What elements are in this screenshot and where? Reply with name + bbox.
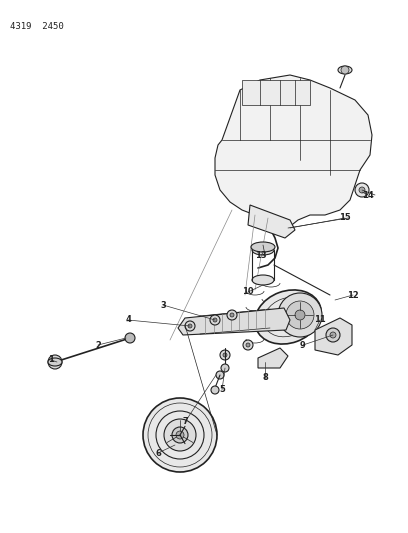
Circle shape (172, 427, 188, 443)
Polygon shape (178, 308, 290, 335)
Ellipse shape (252, 245, 274, 255)
Circle shape (216, 371, 224, 379)
Circle shape (230, 313, 234, 317)
Circle shape (286, 301, 314, 329)
Circle shape (211, 386, 219, 394)
Circle shape (164, 419, 196, 451)
Text: 4: 4 (125, 316, 131, 325)
Circle shape (227, 310, 237, 320)
Circle shape (125, 333, 135, 343)
Text: 6: 6 (155, 448, 161, 457)
Text: 12: 12 (347, 290, 359, 300)
Circle shape (330, 332, 336, 338)
Text: 9: 9 (300, 341, 306, 350)
Circle shape (223, 353, 227, 357)
Circle shape (48, 355, 62, 369)
Ellipse shape (255, 290, 321, 344)
Text: 14: 14 (362, 190, 374, 199)
Circle shape (185, 321, 195, 331)
Polygon shape (215, 75, 372, 228)
Text: 1: 1 (48, 356, 54, 365)
Ellipse shape (48, 358, 62, 366)
Text: 4319  2450: 4319 2450 (10, 22, 64, 31)
Text: 3: 3 (160, 301, 166, 310)
Circle shape (188, 324, 192, 328)
Text: 5: 5 (219, 385, 225, 394)
Circle shape (143, 398, 217, 472)
Text: 10: 10 (242, 287, 254, 296)
Circle shape (359, 187, 365, 193)
Circle shape (213, 318, 217, 322)
Text: 11: 11 (314, 316, 326, 325)
Text: 8: 8 (262, 374, 268, 383)
Polygon shape (248, 205, 295, 238)
Circle shape (210, 315, 220, 325)
Polygon shape (315, 318, 352, 355)
Circle shape (176, 431, 184, 439)
Circle shape (326, 328, 340, 342)
Circle shape (220, 350, 230, 360)
Text: 2: 2 (95, 341, 101, 350)
Text: 15: 15 (339, 214, 351, 222)
Circle shape (341, 66, 349, 74)
Polygon shape (258, 348, 288, 368)
Ellipse shape (338, 66, 352, 74)
Ellipse shape (251, 242, 275, 252)
Circle shape (278, 293, 322, 337)
Circle shape (221, 364, 229, 372)
Text: 13: 13 (255, 251, 267, 260)
Circle shape (243, 340, 253, 350)
Ellipse shape (252, 275, 274, 285)
Circle shape (295, 310, 305, 320)
Polygon shape (242, 80, 310, 105)
Text: 7: 7 (182, 417, 188, 426)
Circle shape (355, 183, 369, 197)
Circle shape (246, 343, 250, 347)
